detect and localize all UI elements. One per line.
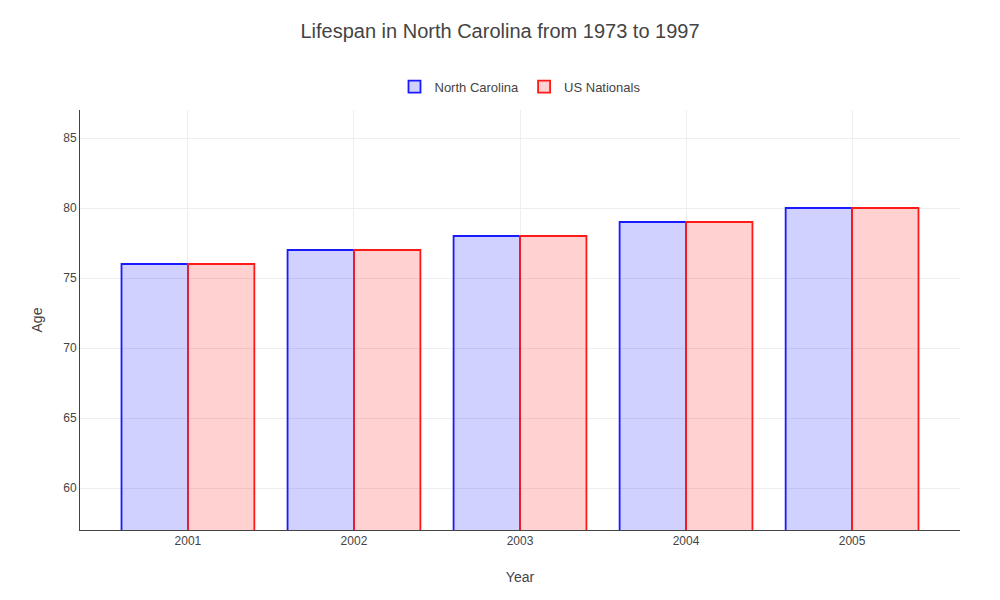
svg-text:75: 75 [63,271,77,285]
svg-text:2004: 2004 [673,534,700,548]
svg-text:80: 80 [63,201,77,215]
svg-text:Year: Year [506,569,535,585]
svg-text:2001: 2001 [175,534,202,548]
svg-text:2002: 2002 [341,534,368,548]
svg-text:85: 85 [63,131,77,145]
svg-text:US Nationals: US Nationals [564,80,640,95]
svg-text:65: 65 [63,411,77,425]
svg-text:2003: 2003 [507,534,534,548]
svg-text:North Carolina: North Carolina [435,80,520,95]
svg-text:Lifespan in North Carolina fro: Lifespan in North Carolina from 1973 to … [300,20,699,42]
svg-text:60: 60 [63,481,77,495]
svg-text:70: 70 [63,341,77,355]
svg-text:2005: 2005 [839,534,866,548]
svg-text:Age: Age [29,307,45,332]
